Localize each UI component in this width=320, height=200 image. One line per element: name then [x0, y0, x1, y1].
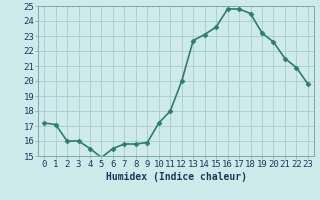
X-axis label: Humidex (Indice chaleur): Humidex (Indice chaleur): [106, 172, 246, 182]
